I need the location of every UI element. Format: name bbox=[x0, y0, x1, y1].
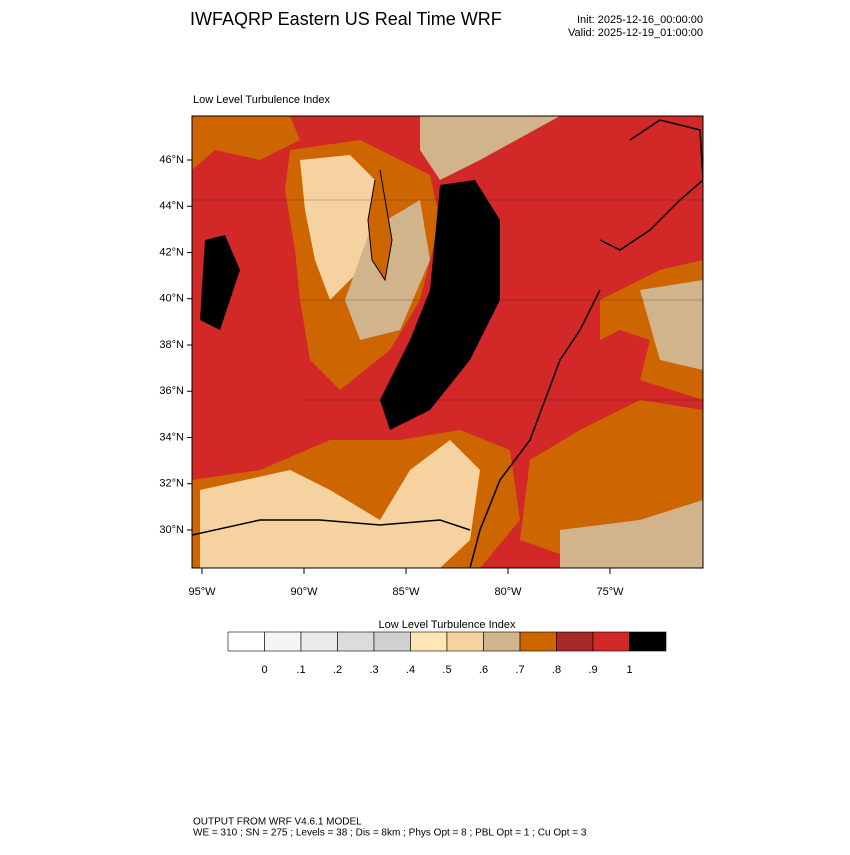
colorbar-label: .1 bbox=[296, 664, 305, 676]
lat-label: 40°N bbox=[159, 293, 184, 305]
colorbar-label: .6 bbox=[479, 664, 488, 676]
colorbar-swatch bbox=[373, 631, 411, 652]
lat-label: 42°N bbox=[159, 246, 184, 258]
colorbar-label: .8 bbox=[552, 664, 561, 676]
state-lines bbox=[192, 199, 703, 401]
region bbox=[345, 200, 430, 340]
region bbox=[640, 280, 703, 370]
colorbar-label: .2 bbox=[333, 664, 342, 676]
colorbar-label: 0 bbox=[261, 664, 267, 676]
init-time: Init: 2025-12-16_00:00:00 bbox=[577, 14, 703, 26]
colorbar-swatch bbox=[410, 631, 448, 652]
lat-label: 44°N bbox=[159, 200, 184, 212]
colorbar-swatch bbox=[483, 631, 521, 652]
lon-label: 90°W bbox=[290, 586, 318, 598]
lon-labels: 95°W 90°W 85°W 80°W 75°W bbox=[188, 568, 624, 598]
colorbar-swatch bbox=[446, 631, 484, 652]
region bbox=[560, 500, 703, 568]
lat-label: 38°N bbox=[159, 339, 184, 351]
lon-label: 95°W bbox=[188, 586, 216, 598]
lat-label: 30°N bbox=[159, 524, 184, 536]
colorbar-label: 1 bbox=[626, 664, 632, 676]
region bbox=[200, 440, 480, 568]
region bbox=[420, 116, 560, 180]
colorbar-swatch bbox=[337, 631, 375, 652]
region bbox=[192, 116, 300, 170]
colorbar-label: .3 bbox=[369, 664, 378, 676]
colorbar-swatch bbox=[300, 631, 338, 652]
map-frame bbox=[191, 115, 704, 569]
lake bbox=[367, 169, 393, 282]
lat-label: 46°N bbox=[159, 154, 184, 166]
coastline bbox=[469, 289, 601, 568]
colorbar-label: .5 bbox=[442, 664, 451, 676]
map bbox=[191, 115, 704, 569]
colorbar-swatch bbox=[227, 631, 265, 652]
coastline bbox=[599, 119, 703, 251]
colorbar-title: Low Level Turbulence Index bbox=[379, 619, 516, 631]
colorbar-label: .9 bbox=[588, 664, 597, 676]
colorbar: 0 .1 .2 .3 .4 .5 .6 .7 .8 .9 1 bbox=[227, 631, 667, 676]
valid-time: Valid: 2025-12-19_01:00:00 bbox=[568, 27, 703, 39]
lat-label: 34°N bbox=[159, 431, 184, 443]
footer-line: WE = 310 ; SN = 275 ; Levels = 38 ; Dis … bbox=[193, 828, 587, 839]
lat-label: 32°N bbox=[159, 478, 184, 490]
colorbar-swatch bbox=[264, 631, 302, 652]
title: IWFAQRP Eastern US Real Time WRF bbox=[190, 9, 502, 29]
colorbar-swatch bbox=[629, 631, 667, 652]
region bbox=[200, 235, 240, 330]
lon-label: 75°W bbox=[596, 586, 624, 598]
colorbar-label: .7 bbox=[515, 664, 524, 676]
colorbar-swatch bbox=[519, 631, 557, 652]
region bbox=[380, 180, 500, 430]
lon-label: 85°W bbox=[392, 586, 420, 598]
map-title: Low Level Turbulence Index bbox=[193, 94, 330, 106]
colorbar-swatch bbox=[556, 631, 594, 652]
footer-line: OUTPUT FROM WRF V4.6.1 MODEL bbox=[193, 817, 362, 828]
lon-label: 80°W bbox=[494, 586, 522, 598]
colorbar-label: .4 bbox=[406, 664, 415, 676]
lat-labels: 46°N 44°N 42°N 40°N 38°N 36°N 34°N 32°N 30°N bbox=[159, 154, 192, 536]
lat-label: 36°N bbox=[159, 385, 184, 397]
colorbar-swatch bbox=[592, 631, 630, 652]
region bbox=[580, 330, 650, 380]
coastline bbox=[192, 519, 471, 536]
